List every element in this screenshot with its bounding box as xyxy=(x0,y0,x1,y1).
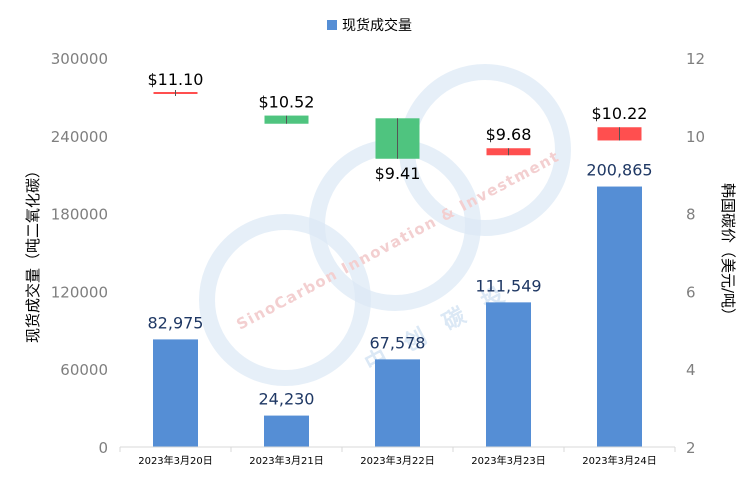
bar-data-label: 24,230 xyxy=(259,390,315,409)
bar xyxy=(153,339,198,447)
y-tick-label: 180000 xyxy=(51,206,108,224)
price-label: $9.41 xyxy=(375,164,421,183)
y-tick-label: 60000 xyxy=(60,361,108,379)
y2-tick-label: 10 xyxy=(686,128,705,146)
x-tick-label: 2023年3月21日 xyxy=(249,454,324,467)
legend: 现货成交量 xyxy=(327,17,412,34)
y2-axis-title: 韩国碳价（美元/吨） xyxy=(719,183,737,323)
x-tick-label: 2023年3月24日 xyxy=(582,454,657,467)
price-label: $11.10 xyxy=(148,70,204,89)
legend-label: 现货成交量 xyxy=(342,17,412,34)
price-label: $9.68 xyxy=(486,125,532,144)
bar xyxy=(264,415,309,447)
bars: 82,975 24,230 67,578 111,549 200,865 xyxy=(148,161,653,447)
bar-data-label: 111,549 xyxy=(475,276,541,295)
bar-data-label: 67,578 xyxy=(370,333,426,352)
y2-tick-label: 6 xyxy=(686,283,696,301)
x-tick-label: 2023年3月23日 xyxy=(471,454,546,467)
x-tick-label: 2023年3月20日 xyxy=(138,454,213,467)
y2-tick-label: 2 xyxy=(686,439,696,457)
bar xyxy=(375,359,420,447)
bar-data-label: 82,975 xyxy=(148,313,204,332)
bar-data-label: 200,865 xyxy=(586,161,652,180)
price-label: $10.22 xyxy=(592,104,648,123)
y2-tick-label: 4 xyxy=(686,361,696,379)
y-axis-title: 现货成交量（吨二氧化碳） xyxy=(24,163,42,343)
left-axis: 0 60000 120000 180000 240000 300000 现货成交量（吨二氧化… xyxy=(24,50,108,457)
price-candles: $11.10 $10.52 $9.41 $9.68 $10.22 xyxy=(148,70,648,183)
price-label: $10.52 xyxy=(259,93,315,112)
y-tick-label: 240000 xyxy=(51,128,108,146)
right-axis: 2 4 6 8 10 12 韩国碳价（美元/吨） xyxy=(686,50,737,457)
bar xyxy=(597,186,642,447)
y-tick-label: 300000 xyxy=(51,50,108,68)
bar xyxy=(486,302,531,447)
x-axis: 2023年3月20日 2023年3月21日 2023年3月22日 2023年3月23日… xyxy=(119,446,676,467)
x-tick-label: 2023年3月22日 xyxy=(360,454,435,467)
y2-tick-label: 12 xyxy=(686,50,705,68)
y-tick-label: 120000 xyxy=(51,283,108,301)
y2-tick-label: 8 xyxy=(686,206,696,224)
y-tick-label: 0 xyxy=(98,439,108,457)
legend-swatch xyxy=(327,20,337,30)
